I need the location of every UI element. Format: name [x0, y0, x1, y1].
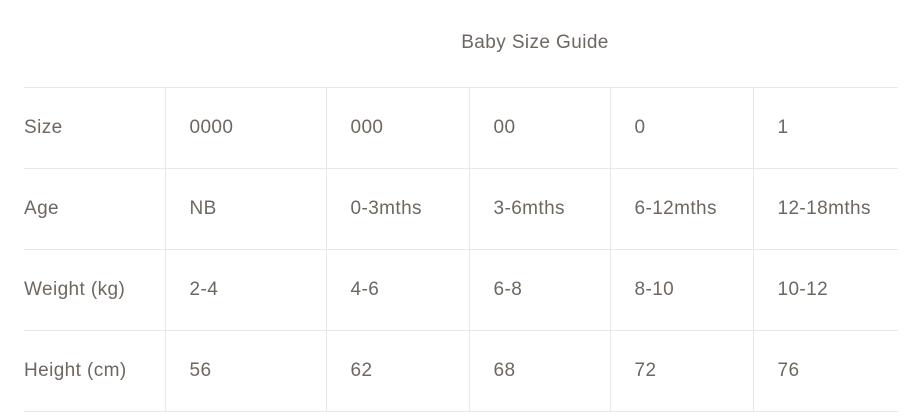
row-label: Age	[24, 168, 165, 250]
table-row-weight: Weight (kg) 2-4 4-6 6-8 8-10 10-12	[24, 249, 898, 331]
table-cell: 10-12	[752, 249, 898, 331]
table-cell: 72	[609, 330, 753, 412]
table-cell: 68	[468, 330, 610, 412]
table-cell: 12-18mths	[752, 168, 898, 250]
row-label: Size	[24, 117, 63, 138]
table-cell: 6-8	[468, 249, 610, 331]
table-cell: NB	[164, 168, 326, 250]
row-label: Height (cm)	[24, 330, 165, 412]
page-title: Baby Size Guide	[461, 32, 609, 53]
table-cell: 8-10	[609, 249, 753, 331]
table-row-size: Size 0000 000 00 0 1	[24, 87, 898, 169]
table-cell: 56	[164, 330, 326, 412]
table-cell: 000	[325, 87, 469, 169]
table-cell: 00	[468, 87, 610, 169]
table-cell: 3-6mths	[468, 168, 610, 250]
table-cell: 2-4	[164, 249, 326, 331]
table-cell: 4-6	[325, 249, 469, 331]
size-guide-table: Size 0000 000 00 0 1 Age NB 0-3mths 3-6m…	[24, 87, 898, 412]
table-row-height: Height (cm) 56 62 68 72 76	[24, 330, 898, 412]
table-cell: 0	[609, 87, 753, 169]
row-label: Weight (kg)	[24, 249, 165, 331]
table-cell: 1	[752, 87, 898, 169]
table-cell: 0000	[164, 87, 326, 169]
table-cell: 0-3mths	[325, 168, 469, 250]
table-cell: 6-12mths	[609, 168, 753, 250]
table-cell: 76	[752, 330, 898, 412]
table-row-age: Age NB 0-3mths 3-6mths 6-12mths 12-18mth…	[24, 168, 898, 250]
table-cell: 62	[325, 330, 469, 412]
